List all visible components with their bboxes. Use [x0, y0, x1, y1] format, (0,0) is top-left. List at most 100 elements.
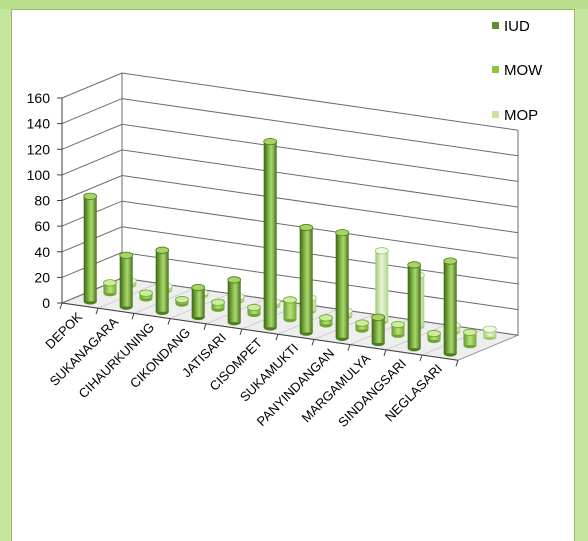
- bar-top: [427, 329, 441, 338]
- x-tick-mark: [455, 360, 459, 367]
- bar-top: [155, 246, 170, 254]
- y-tick-label: 100: [27, 167, 51, 183]
- bar-body: [443, 261, 457, 354]
- bar-body: [155, 250, 169, 312]
- bar-body: [407, 264, 421, 349]
- bar-body: [371, 317, 385, 343]
- x-tick-mark: [167, 318, 171, 325]
- bar-mow-cikondang: [211, 298, 225, 312]
- y-tick-label: 40: [34, 244, 50, 260]
- legend: IUD MOW MOP: [492, 18, 543, 124]
- bar-mop-panyindangan: [374, 247, 389, 325]
- y-tick-label: 140: [27, 116, 51, 132]
- legend-label-mow: MOW: [504, 62, 543, 79]
- bar-top: [119, 251, 134, 259]
- bar-iud-cikondang: [191, 283, 206, 321]
- bar-iud-cisompet: [263, 137, 278, 331]
- x-tick-mark: [95, 308, 99, 315]
- bar-top: [191, 283, 206, 292]
- bar-top: [319, 314, 333, 322]
- bar-mow-cisompet: [283, 296, 297, 323]
- bar-body: [227, 279, 241, 323]
- bar-body: [335, 232, 349, 338]
- bar-mow-jatisari: [247, 303, 261, 318]
- bar-mow-sukanagara: [139, 289, 153, 302]
- bar-body: [263, 141, 277, 328]
- bars: [83, 137, 497, 357]
- x-tick-mark: [275, 334, 279, 341]
- bar-iud-panyindangan: [335, 229, 350, 341]
- y-tick-label: 60: [34, 218, 50, 234]
- x-category-label: CIHAURKUNING: [76, 320, 158, 402]
- x-axis-line: [61, 302, 459, 361]
- bar-mow-panyindangan: [355, 319, 369, 333]
- bar-top: [83, 192, 98, 200]
- x-tick-mark: [347, 344, 351, 351]
- x-tick-mark: [419, 354, 423, 362]
- bar-iud-sukanagara: [119, 251, 134, 310]
- bar-body: [191, 287, 205, 317]
- bar-top: [443, 257, 458, 265]
- x-tick-mark: [239, 328, 243, 336]
- bar-body: [119, 255, 133, 307]
- legend-label-iud: IUD: [504, 18, 530, 35]
- bar-mow-neglasari: [463, 328, 477, 349]
- bar-top: [407, 261, 422, 269]
- bar-top: [299, 223, 314, 232]
- bar-top: [227, 276, 242, 284]
- bar-body: [283, 299, 297, 320]
- bar-top: [283, 296, 297, 304]
- bar-top: [391, 320, 405, 329]
- bar-top: [263, 137, 278, 146]
- legend-swatch-mop: [492, 111, 499, 118]
- bar-body: [391, 324, 405, 335]
- bar-top: [355, 319, 369, 327]
- bar-mow-depok: [103, 279, 117, 297]
- bar-top: [103, 279, 117, 287]
- bar-mow-sukamukti: [319, 314, 333, 328]
- x-tick-mark: [383, 349, 387, 356]
- bar-iud-cihaurkuning: [155, 246, 170, 315]
- bar-top: [463, 328, 477, 336]
- bar-iud-neglasari: [443, 257, 458, 357]
- x-tick-mark: [203, 323, 207, 330]
- bar-iud-depok: [83, 192, 98, 305]
- bar-mow-margamulya: [391, 320, 405, 338]
- bar-body: [299, 227, 313, 333]
- bar-body: [463, 332, 477, 346]
- bar-mop-neglasari: [482, 325, 497, 341]
- bar-iud-margamulya: [371, 313, 386, 347]
- bar-iud-jatisari: [227, 276, 242, 326]
- legend-swatch-mow: [492, 66, 499, 73]
- legend-swatch-iud: [492, 22, 499, 29]
- bar-top: [482, 325, 497, 333]
- bar-top: [211, 298, 225, 306]
- y-tick-label: 80: [34, 193, 50, 209]
- y-tick-label: 20: [34, 269, 50, 285]
- bar-top: [335, 229, 350, 237]
- x-tick-mark: [131, 313, 135, 320]
- bar-body: [83, 196, 97, 302]
- bar-body: [375, 250, 389, 322]
- bar-top: [139, 289, 153, 297]
- bar-iud-sindangsari: [407, 261, 422, 352]
- bar-top: [247, 303, 261, 312]
- axes: [57, 97, 459, 367]
- bar-body: [483, 329, 497, 337]
- bar-mow-cihaurkuning: [175, 296, 189, 307]
- bar-body: [103, 282, 117, 294]
- y-tick-label: 0: [42, 295, 50, 311]
- bar-top: [175, 296, 189, 304]
- top-band: [0, 0, 588, 9]
- y-tick-label: 160: [27, 90, 51, 106]
- bar-iud-sukamukti: [299, 223, 314, 336]
- x-tick-mark: [59, 302, 63, 310]
- bar-mow-sindangsari: [427, 329, 441, 344]
- bar-top: [371, 313, 386, 321]
- bar-top: [374, 247, 389, 255]
- legend-label-mop: MOP: [504, 107, 538, 124]
- y-tick-label: 120: [27, 141, 51, 157]
- x-tick-mark: [311, 339, 315, 346]
